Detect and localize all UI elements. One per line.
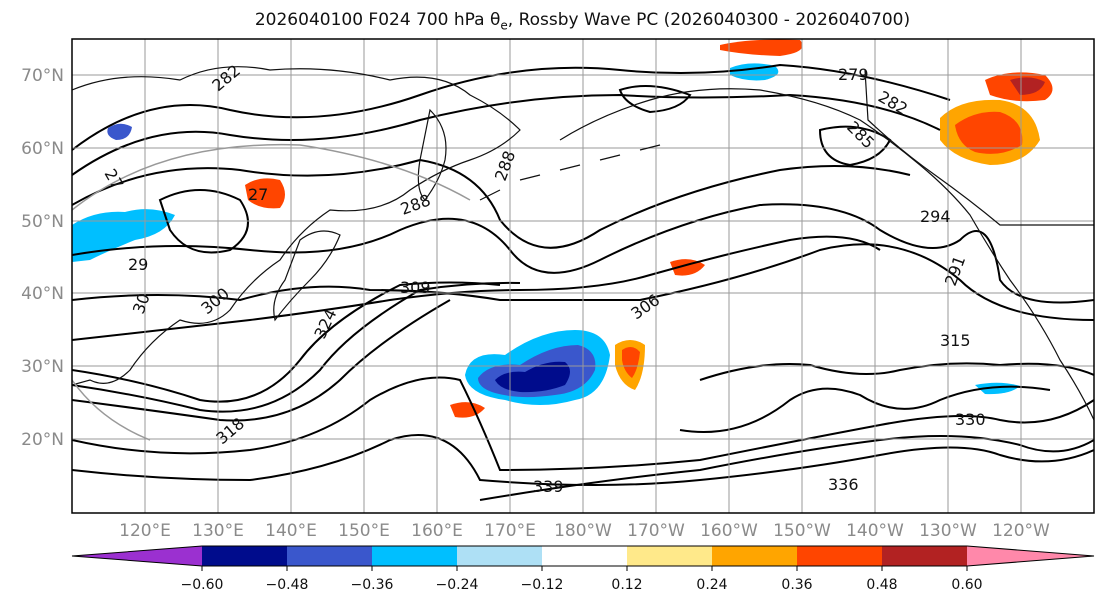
contour-line xyxy=(618,85,692,114)
contour-line xyxy=(158,189,249,254)
contour-line xyxy=(679,385,1051,433)
positive-anomaly-japan xyxy=(245,178,285,209)
negative-anomaly-east xyxy=(975,382,1020,395)
longitude-label: 130°E xyxy=(192,521,244,541)
contour-label: 339 xyxy=(533,477,564,496)
longitude-label: 160°E xyxy=(411,521,463,541)
colorbar-label: 0.60 xyxy=(951,577,982,593)
latitude-label: 20°N xyxy=(21,430,64,450)
colorbar-label: −0.24 xyxy=(436,577,479,593)
latitude-label: 50°N xyxy=(21,212,64,232)
colorbar-label: −0.12 xyxy=(521,577,564,593)
colorbar-swatch xyxy=(627,546,712,566)
contour-line xyxy=(72,203,1094,304)
contour-label: 294 xyxy=(920,207,951,226)
contour-label: 279 xyxy=(838,65,869,84)
colorbar-swatch xyxy=(202,546,287,566)
colorbar: −0.60 −0.48 −0.36 −0.24 −0.12 0.12 0.24 … xyxy=(71,545,1095,593)
contour-label: 27 xyxy=(248,185,268,204)
contour-line xyxy=(72,281,521,413)
colorbar-label: 0.48 xyxy=(866,577,897,593)
contour-line xyxy=(72,93,941,176)
colorbar-ticks xyxy=(201,566,968,571)
latitude-label: 30°N xyxy=(21,357,64,377)
colorbar-label: −0.48 xyxy=(266,577,309,593)
latitude-label: 60°N xyxy=(21,139,64,159)
colorbar-label: 0.12 xyxy=(611,577,642,593)
contour-line xyxy=(479,435,1094,501)
positive-anomaly-canada-core xyxy=(955,111,1023,154)
contour-line xyxy=(699,362,1094,381)
longitude-label: 150°E xyxy=(338,521,390,541)
colorbar-swatch xyxy=(882,546,967,566)
latitude-label: 70°N xyxy=(21,66,64,86)
title-subscript: e xyxy=(500,18,508,33)
great-circle-arc-lower xyxy=(72,379,151,441)
coastline-asia xyxy=(72,66,521,386)
aleutian-islands xyxy=(479,144,661,201)
coastline-japan xyxy=(273,230,341,322)
contour-label: 315 xyxy=(940,331,971,350)
contour-line xyxy=(72,158,911,249)
coastlines xyxy=(72,66,1094,421)
colorbar-swatch xyxy=(542,546,627,566)
longitude-label: 130°W xyxy=(919,521,977,541)
longitude-label: 150°W xyxy=(773,521,831,541)
colorbar-extend-high xyxy=(967,546,1094,566)
title-suffix: , Rossby Wave PC (2026040300 - 202604070… xyxy=(507,10,911,30)
colorbar-swatch xyxy=(712,546,797,566)
longitude-label: 170°E xyxy=(484,521,536,541)
colorbar-swatch xyxy=(372,546,457,566)
great-circle-arc xyxy=(72,143,471,211)
negative-anomaly-nw xyxy=(107,123,132,140)
longitude-label: 140°W xyxy=(846,521,904,541)
colorbar-label: −0.36 xyxy=(351,577,394,593)
map-title: 2026040100 F024 700 hPa θe, Rossby Wave … xyxy=(0,10,1105,32)
longitude-label: 170°W xyxy=(627,521,685,541)
colorbar-label: −0.60 xyxy=(181,577,224,593)
longitude-label: 140°E xyxy=(265,521,317,541)
latitude-label: 40°N xyxy=(21,284,64,304)
border-canada xyxy=(864,69,1094,226)
contour-label: 309 xyxy=(400,278,431,297)
longitude-label: 180°W xyxy=(554,521,612,541)
colorbar-label: 0.36 xyxy=(781,577,812,593)
contour-line xyxy=(72,376,1094,472)
theta-e-contours xyxy=(72,63,1094,501)
colorbar-swatch xyxy=(797,546,882,566)
contour-line xyxy=(72,299,451,422)
contour-label: 29 xyxy=(128,255,148,274)
map-body: 282 279 282 285 288 288 291 294 300 306 … xyxy=(72,39,1094,513)
shaded-anomalies xyxy=(72,39,1053,418)
contour-line xyxy=(72,281,501,403)
longitude-label: 160°W xyxy=(700,521,758,541)
colorbar-swatch xyxy=(457,546,542,566)
colorbar-extend-low xyxy=(72,546,202,566)
coastline-kamchatka xyxy=(417,108,447,201)
contour-label: 330 xyxy=(955,410,986,429)
contour-line xyxy=(72,235,881,341)
negative-anomaly-west xyxy=(72,209,175,262)
colorbar-label: 0.24 xyxy=(696,577,727,593)
positive-anomaly-canada-max xyxy=(1010,77,1045,95)
map-frame xyxy=(71,38,1095,514)
contour-line xyxy=(818,125,892,167)
title-main: 2026040100 F024 700 hPa θ xyxy=(254,10,501,30)
contour-line xyxy=(72,63,951,151)
positive-anomaly-top xyxy=(720,39,803,56)
longitude-labels: 120°E 130°E 140°E 150°E 160°E 170°E 180°… xyxy=(119,521,1050,541)
contour-label: 336 xyxy=(828,475,859,494)
longitude-label: 120°W xyxy=(992,521,1050,541)
longitude-label: 120°E xyxy=(119,521,171,541)
latitude-labels: 70°N 60°N 50°N 40°N 30°N 20°N xyxy=(21,66,64,450)
negative-anomaly-center-core xyxy=(495,361,570,393)
positive-anomaly-central-core xyxy=(622,346,640,378)
colorbar-swatch xyxy=(287,546,372,566)
